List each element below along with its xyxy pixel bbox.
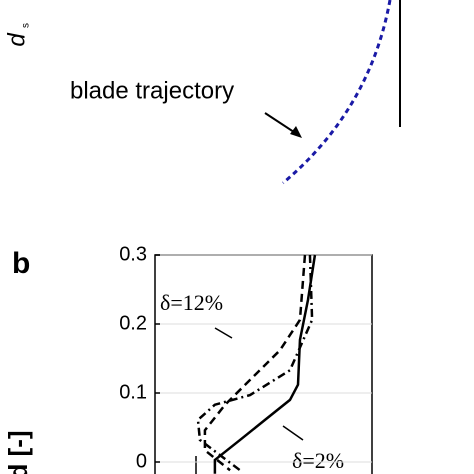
blade-trajectory (282, 0, 392, 185)
ds-label: d s (3, 23, 31, 47)
y-tick-label: 0.1 (119, 381, 147, 403)
trajectory-label: blade trajectory (70, 77, 234, 104)
ds-symbol: d (3, 33, 30, 47)
y-tick-label: 0.2 (119, 312, 147, 334)
y-tick-label: 0.3 (119, 243, 147, 265)
annotation: δ=12% (160, 290, 223, 315)
arrow-head (290, 126, 302, 138)
y-tick-label: 0 (136, 450, 147, 472)
annotation: δ=2% (292, 448, 344, 473)
arrow (214, 327, 233, 339)
line-series (196, 254, 314, 472)
panel-label: b (12, 247, 30, 280)
arrow (282, 425, 304, 441)
ds-subscript: s (21, 23, 32, 28)
plot-area (154, 254, 373, 474)
line-series (213, 254, 317, 474)
line-series (203, 254, 307, 472)
y-axis-label: d [-] (3, 430, 33, 474)
